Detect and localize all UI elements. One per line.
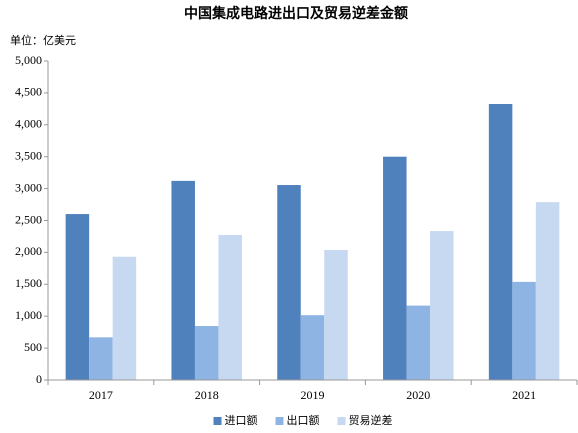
x-tick-label: 2019 — [301, 388, 325, 402]
legend-label: 出口额 — [287, 413, 320, 427]
y-tick-label: 0 — [36, 372, 42, 386]
x-tick-label: 2017 — [89, 388, 113, 402]
bar — [194, 326, 219, 380]
x-tick-label: 2021 — [512, 388, 536, 402]
y-tick-label: 3,500 — [15, 148, 42, 162]
bar — [277, 185, 301, 380]
legend-swatch — [275, 417, 284, 425]
y-tick-label: 1,000 — [15, 308, 42, 322]
bar — [512, 281, 536, 380]
legend-swatch — [213, 417, 222, 425]
bar — [406, 305, 431, 380]
x-tick-label: 2020 — [406, 388, 430, 402]
chart-title: 中国集成电路进出口及贸易逆差金额 — [184, 5, 408, 22]
y-tick-label: 1,500 — [15, 276, 42, 290]
bar — [430, 231, 454, 380]
y-tick-label: 4,000 — [15, 117, 42, 131]
bar — [89, 337, 113, 380]
legend-swatch — [337, 417, 346, 425]
bar — [324, 249, 348, 380]
bar — [535, 202, 560, 380]
bar — [112, 256, 137, 380]
y-tick-label: 2,500 — [15, 212, 42, 226]
unit-label: 单位：亿美元 — [10, 33, 76, 47]
legend-label: 进口额 — [225, 414, 258, 427]
bar — [171, 180, 195, 380]
bar — [218, 234, 242, 380]
bar — [488, 104, 513, 381]
y-tick-label: 2,000 — [15, 244, 42, 258]
y-tick-label: 500 — [24, 340, 42, 354]
x-tick-label: 2018 — [195, 388, 219, 402]
legend-label: 贸易逆差 — [349, 413, 393, 427]
bar — [383, 156, 407, 380]
y-tick-label: 5,000 — [15, 53, 42, 67]
bar — [65, 214, 90, 380]
y-tick-label: 4,500 — [15, 85, 42, 99]
bar — [300, 315, 325, 380]
y-tick-label: 3,000 — [15, 180, 42, 194]
